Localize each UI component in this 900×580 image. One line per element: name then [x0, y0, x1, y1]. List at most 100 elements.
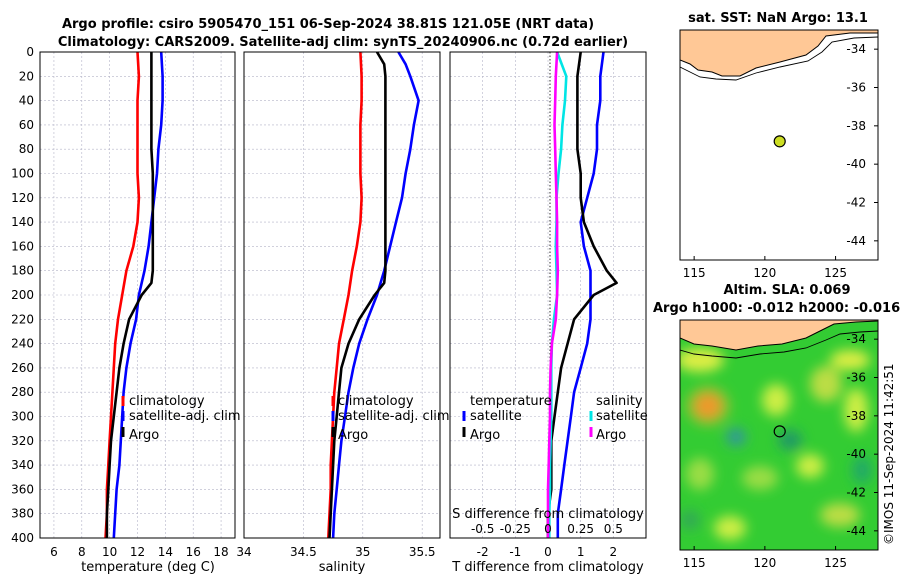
difference-legend-t-argo: Argo	[470, 428, 500, 443]
x-tick-label: 1	[577, 545, 585, 559]
temperature-legend: climatology satellite-adj. clim Argo	[121, 394, 241, 443]
latitude-tick-label: -36	[846, 81, 866, 95]
depth-tick-label: 240	[11, 337, 34, 351]
x-tick-label: 2	[610, 545, 618, 559]
depth-tick-label: 360	[11, 482, 34, 496]
depth-tick-label: 400	[11, 531, 34, 545]
sla-map-frame	[679, 319, 879, 551]
depth-tick-label: 200	[11, 288, 34, 302]
depth-tick-label: 160	[11, 239, 34, 253]
x-tick-label: 35.5	[409, 545, 436, 559]
depth-tick-label: 120	[11, 191, 34, 205]
series-line-climatology	[327, 51, 363, 539]
difference-axes-frame	[449, 51, 647, 539]
longitude-tick-label: 120	[753, 266, 776, 280]
difference-series	[546, 51, 618, 538]
salinity-legend-satellite: satellite-adj. clim	[338, 409, 450, 424]
difference-legend-salinity-title: salinity	[596, 394, 643, 409]
depth-tick-label: 220	[11, 312, 34, 326]
latitude-tick-label: -44	[846, 524, 866, 538]
sst-map-land	[680, 30, 878, 77]
latitude-tick-label: -42	[846, 196, 866, 210]
longitude-tick-label: 120	[753, 556, 776, 570]
sst-latitude-tick-labels: -34 -36 -38 -40 -42 -44	[846, 42, 878, 248]
series-line-s-argo	[546, 51, 560, 538]
sla-map-subtitle: Argo h1000: -0.012 h2000: -0.016	[653, 301, 900, 316]
temperature-axes-frame	[39, 51, 236, 539]
temperature-axis-label: temperature (deg C)	[81, 560, 215, 575]
latitude-tick-label: -38	[846, 119, 866, 133]
temperature-legend-argo: Argo	[129, 428, 159, 443]
x-tick-label: 34.5	[290, 545, 317, 559]
latitude-tick-label: -42	[846, 486, 866, 500]
sla-map-shelf-contour	[680, 330, 878, 359]
temperature-legend-climatology: climatology	[129, 394, 205, 409]
depth-tick-label: 320	[11, 434, 34, 448]
x-tick-label: 34	[236, 545, 251, 559]
depth-tick-labels: 0 20 40 60 80 100 120 140 160 180 200 220 240 260 280 3…	[11, 45, 34, 545]
salinity-legend: climatology satellite-adj. clim Argo	[331, 394, 450, 443]
salinity-gridlines	[243, 51, 440, 539]
temperature-panel: 0 20 40 60 80 100 120 140 160 180 200 220 240 260 280 3…	[11, 45, 241, 575]
latitude-tick-label: -34	[846, 332, 866, 346]
sla-map-title: Altim. SLA: 0.069	[724, 283, 851, 298]
salinity-panel: 34 34.5 35 35.5 salinity climatology satell…	[236, 51, 450, 575]
salinity-legend-argo: Argo	[338, 428, 368, 443]
x-tick-label: 16	[186, 545, 201, 559]
s-difference-tick-label: -0.25	[500, 522, 531, 536]
imos-watermark: ©IMOS 11-Sep-2024 11:42:51	[882, 363, 896, 545]
x-tick-label: 18	[213, 545, 228, 559]
x-tick-label: -1	[509, 545, 521, 559]
sst-map-panel: sat. SST: NaN Argo: 13.1 -34 -36 -38 -40 -42…	[679, 11, 879, 280]
sla-map-land	[680, 320, 878, 351]
salinity-tick-labels: 34 34.5 35 35.5	[236, 545, 435, 559]
figure-title-line1: Argo profile: csiro 5905470_151 06-Sep-2…	[62, 17, 594, 32]
longitude-tick-label: 125	[824, 266, 847, 280]
depth-tick-label: 300	[11, 410, 34, 424]
x-tick-label: 8	[78, 545, 86, 559]
temperature-series	[104, 51, 164, 539]
depth-tick-label: 140	[11, 215, 34, 229]
temperature-legend-satellite: satellite-adj. clim	[129, 409, 241, 424]
s-difference-axis-label: S difference from climatology	[452, 507, 644, 522]
difference-legend: temperature satellite Argo salinity sate…	[462, 394, 648, 443]
depth-tick-label: 60	[19, 118, 34, 132]
salinity-axis-label: salinity	[319, 560, 366, 575]
salinity-series	[327, 51, 420, 539]
t-difference-tick-labels: -2 -1 0 1 2	[477, 545, 617, 559]
longitude-tick-label: 115	[683, 556, 706, 570]
difference-legend-s-satellite: satellite	[596, 409, 648, 424]
series-line-argo	[105, 52, 155, 538]
sst-map-frame	[679, 29, 879, 261]
latitude-tick-label: -40	[846, 157, 866, 171]
x-tick-label: 12	[130, 545, 145, 559]
series-line-satellite-adj-clim	[112, 51, 164, 539]
difference-legend-t-satellite: satellite	[470, 409, 522, 424]
temperature-tick-labels: 6 8 10 12 14 16 18	[50, 545, 229, 559]
depth-tick-label: 380	[11, 507, 34, 521]
sla-map-panel: Altim. SLA: 0.069 Argo h1000: -0.012 h20…	[653, 283, 900, 570]
series-line-t-satellite	[556, 51, 605, 538]
series-line-satellite-adj-clim	[331, 51, 420, 539]
longitude-tick-label: 125	[824, 556, 847, 570]
x-tick-label: 14	[158, 545, 173, 559]
depth-tick-label: 20	[19, 69, 34, 83]
s-difference-tick-labels: -0.5 -0.25 0 0.25 0.5	[471, 522, 623, 536]
sla-longitude-tick-labels: 115 120 125	[683, 546, 847, 570]
t-difference-axis-label: T difference from climatology	[451, 560, 644, 575]
x-tick-label: 35	[355, 545, 370, 559]
s-difference-tick-label: 0	[544, 522, 552, 536]
sst-longitude-tick-labels: 115 120 125	[683, 256, 847, 280]
latitude-tick-label: -38	[846, 409, 866, 423]
x-tick-label: 10	[102, 545, 117, 559]
depth-tick-label: 80	[19, 142, 34, 156]
x-tick-label: 0	[544, 545, 552, 559]
difference-legend-s-argo: Argo	[596, 428, 626, 443]
sst-argo-position-marker	[773, 135, 786, 148]
difference-panel: -2 -1 0 1 2 -0.5 -0.25 0 0.25 0.5 S difference f…	[449, 51, 648, 575]
series-line-argo	[328, 51, 387, 539]
sst-map-title: sat. SST: NaN Argo: 13.1	[688, 11, 868, 26]
depth-tick-label: 260	[11, 361, 34, 375]
s-difference-tick-label: 0.5	[604, 522, 623, 536]
